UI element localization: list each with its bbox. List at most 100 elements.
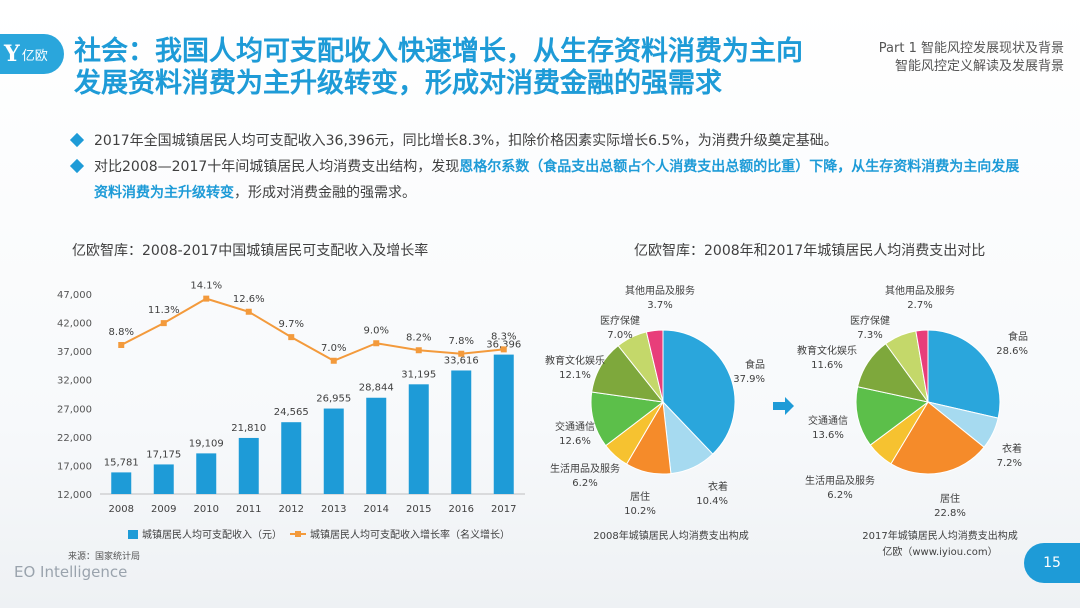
pie-slice-label: 教育文化娱乐 — [545, 354, 605, 367]
pie-slice-label: 食品 — [1008, 330, 1028, 343]
growth-rate-label: 8.8% — [109, 327, 134, 338]
y-tick-label: 32,000 — [57, 376, 92, 387]
pie-caption: 2008年城镇居民人均消费支出构成 — [593, 529, 748, 542]
logo-text: 亿欧 — [21, 48, 48, 64]
diamond-bullet-icon — [69, 158, 85, 174]
pie-slice-label: 其他用品及服务 — [625, 284, 695, 297]
pie-chart-title: 亿欧智库：2008年和2017年城镇居民人均消费支出对比 — [634, 243, 986, 259]
bar — [451, 370, 472, 494]
pie-slice — [915, 329, 929, 403]
source-note: 来源：国家统计局 — [68, 552, 141, 562]
pie-slice-label: 食品 — [745, 358, 765, 371]
growth-rate-point — [458, 350, 465, 357]
income-bar-line-chart: 12,000 17,000 22,000 27,000 32,000 37,000 42,0… — [57, 281, 525, 541]
page-number: 15 — [1024, 543, 1080, 583]
bar — [111, 472, 132, 494]
x-tick-label: 2017 — [491, 504, 516, 515]
pie-slice-value: 7.2% — [997, 458, 1022, 469]
y-tick-label: 17,000 — [57, 461, 92, 472]
y-tick-label: 37,000 — [57, 347, 92, 358]
bar — [153, 464, 174, 494]
pie-slice-label: 衣着 — [708, 480, 728, 493]
bar — [366, 397, 387, 494]
x-tick-label: 2010 — [194, 504, 219, 515]
bullet-highlight: 恩格尔系数（食品支出总额占个人消费支出总额的比重）下降，从生存资料消费为主向发展… — [94, 159, 1020, 201]
legend-bar-label: 城镇居民人均可支配收入（元） — [142, 528, 282, 541]
bar — [281, 422, 302, 494]
pie-slice-label: 生活用品及服务 — [550, 462, 620, 475]
growth-rate-point — [203, 295, 210, 302]
growth-rate-point — [330, 357, 337, 364]
bar-value-label: 28,844 — [359, 383, 394, 394]
logo: Y 亿欧 — [0, 34, 64, 74]
bar-chart-title: 亿欧智库：2008-2017中国城镇居民可支配收入及增长率 — [72, 243, 429, 259]
x-tick-label: 2009 — [151, 504, 176, 515]
arrow-right-icon — [773, 397, 794, 415]
pie-slice-value: 37.9% — [733, 374, 765, 385]
pie-slice-value: 7.3% — [857, 330, 882, 341]
page-title: 社会：我国人均可支配收入快速增长，从生存资料消费为主向 发展资料消费为主升级转变… — [74, 36, 814, 100]
growth-rate-point — [245, 308, 252, 315]
legend-line-label: 城镇居民人均可支配收入增长率（名义增长） — [310, 528, 510, 541]
growth-rate-label: 9.7% — [279, 319, 304, 330]
growth-rate-point — [118, 342, 125, 348]
pie-slice-value: 12.1% — [559, 370, 591, 381]
growth-rate-label: 14.1% — [190, 281, 222, 292]
y-tick-label: 47,000 — [57, 290, 92, 301]
pie-slice-label: 医疗保健 — [850, 314, 890, 327]
bullet-item: 2017年全国城镇居民人均可支配收入36,396元，同比增长8.3%，扣除价格因… — [69, 128, 1032, 154]
pie-slice-label: 交通通信 — [555, 420, 595, 433]
x-tick-label: 2016 — [449, 504, 474, 515]
pie-slice-label: 衣着 — [1002, 442, 1022, 455]
pie-slice-value: 6.2% — [572, 478, 597, 489]
growth-rate-line — [120, 297, 504, 362]
bullet-list: 2017年全国城镇居民人均可支配收入36,396元，同比增长8.3%，扣除价格因… — [69, 128, 1032, 206]
pie-slice — [662, 329, 736, 455]
y-tick-label: 22,000 — [57, 433, 92, 444]
part-line-2: 智能风控定义解读及发展背景 — [894, 59, 1064, 74]
pie-slice-value: 10.2% — [624, 506, 656, 517]
pie-slice-value: 2.7% — [907, 300, 932, 311]
pie-slice-label: 居住 — [940, 492, 960, 505]
pie-slice-label: 生活用品及服务 — [805, 474, 875, 487]
bullet-text-post: ，形成对消费金融的强需求。 — [234, 185, 416, 201]
bar-value-label: 17,175 — [146, 449, 181, 460]
bar — [493, 354, 514, 494]
growth-rate-label: 11.3% — [148, 305, 180, 316]
growth-rate-label: 8.2% — [406, 332, 431, 343]
bar — [408, 384, 429, 494]
pie-slice — [927, 329, 1001, 419]
logo-mark: Y — [4, 41, 20, 67]
pie-slice-value: 6.2% — [827, 490, 852, 501]
pie-slice-label: 居住 — [630, 490, 650, 503]
brand-footer: EO Intelligence — [14, 563, 128, 581]
bar-value-label: 19,109 — [189, 438, 224, 449]
y-tick-label: 27,000 — [57, 404, 92, 415]
bullet-text: 2017年全国城镇居民人均可支配收入36,396元，同比增长8.3%，扣除价格因… — [94, 133, 838, 149]
bar-value-label: 33,616 — [444, 355, 479, 366]
growth-rate-point — [160, 320, 167, 327]
growth-rate-point — [373, 340, 380, 347]
bullet-text-pre: 对比2008—2017十年间城镇居民人均消费支出结构，发现 — [94, 159, 460, 175]
pie-slice — [645, 329, 664, 403]
bar-value-label: 21,810 — [231, 423, 266, 434]
pie-slice — [890, 401, 985, 475]
pie-slice-value: 22.8% — [934, 508, 966, 519]
bar — [238, 437, 259, 494]
pie-slice-label: 交通通信 — [808, 414, 848, 427]
x-tick-label: 2011 — [236, 504, 261, 515]
pie-slice-value: 11.6% — [811, 360, 843, 371]
bar-value-label: 26,955 — [316, 394, 351, 405]
bar — [196, 453, 217, 494]
growth-rate-point — [415, 347, 422, 354]
diamond-bullet-icon — [69, 132, 85, 148]
growth-rate-label: 9.0% — [364, 325, 389, 336]
pie-slice-value: 12.6% — [559, 436, 591, 447]
growth-rate-label: 7.0% — [321, 343, 346, 354]
pie-slice — [855, 386, 930, 446]
growth-rate-label: 8.3% — [491, 331, 516, 342]
pie-slice-label: 医疗保健 — [600, 314, 640, 327]
part-line-1: Part 1 智能风控发展现状及背景 — [878, 41, 1064, 56]
pie-slice-value: 3.7% — [647, 300, 672, 311]
bar-value-label: 24,565 — [274, 407, 309, 418]
